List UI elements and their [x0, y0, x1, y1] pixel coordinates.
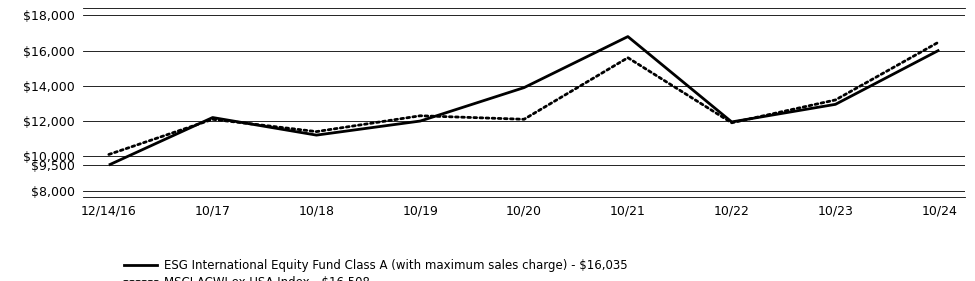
Legend: ESG International Equity Fund Class A (with maximum sales charge) - $16,035, MSC: ESG International Equity Fund Class A (w… — [124, 259, 628, 281]
